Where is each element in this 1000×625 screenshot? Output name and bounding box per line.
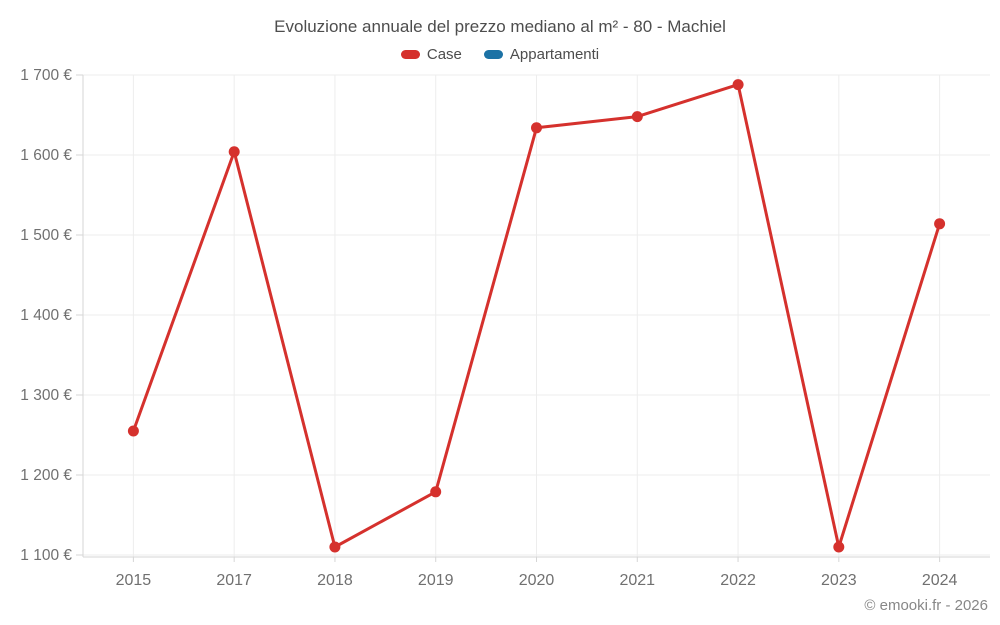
copyright-credit: © emooki.fr - 2026 bbox=[864, 597, 988, 614]
data-point-case-2023[interactable] bbox=[833, 541, 845, 553]
case-series-swatch-icon bbox=[400, 50, 420, 59]
x-axis-label: 2020 bbox=[519, 572, 555, 589]
x-axis-label: 2018 bbox=[317, 572, 353, 589]
x-axis-label: 2019 bbox=[418, 572, 454, 589]
y-axis-label: 1 100 € bbox=[20, 547, 72, 564]
data-point-case-2020[interactable] bbox=[531, 122, 542, 134]
data-point-case-2018[interactable] bbox=[329, 541, 341, 553]
x-axis-label: 2017 bbox=[216, 572, 252, 589]
data-point-case-2021[interactable] bbox=[631, 111, 643, 123]
chart-legend: Case Appartamenti bbox=[0, 46, 1000, 63]
y-axis-label: 1 500 € bbox=[20, 227, 72, 244]
legend-item-case[interactable]: Case bbox=[400, 46, 462, 63]
appartamenti-series-swatch-icon bbox=[483, 50, 503, 59]
y-axis-label: 1 300 € bbox=[20, 387, 72, 404]
data-point-case-2022[interactable] bbox=[732, 79, 744, 91]
data-point-case-2017[interactable] bbox=[228, 146, 240, 158]
y-axis-label: 1 400 € bbox=[20, 307, 72, 324]
y-axis-label: 1 700 € bbox=[20, 67, 72, 84]
x-axis-label: 2015 bbox=[116, 572, 152, 589]
x-axis-label: 2022 bbox=[720, 572, 756, 589]
y-axis-label: 1 200 € bbox=[20, 467, 72, 484]
x-axis-label: 2023 bbox=[821, 572, 857, 589]
data-point-case-2024[interactable] bbox=[934, 218, 946, 230]
legend-item-appartamenti[interactable]: Appartamenti bbox=[483, 46, 600, 63]
data-point-case-2019[interactable] bbox=[430, 486, 442, 498]
legend-label-case: Case bbox=[426, 46, 462, 63]
x-axis-label: 2024 bbox=[922, 572, 958, 589]
legend-label-appartamenti: Appartamenti bbox=[509, 46, 600, 63]
chart-title: Evoluzione annuale del prezzo mediano al… bbox=[274, 17, 726, 36]
x-axis-label: 2021 bbox=[619, 572, 655, 589]
data-point-case-2015[interactable] bbox=[127, 425, 139, 437]
y-axis-label: 1 600 € bbox=[20, 147, 72, 164]
